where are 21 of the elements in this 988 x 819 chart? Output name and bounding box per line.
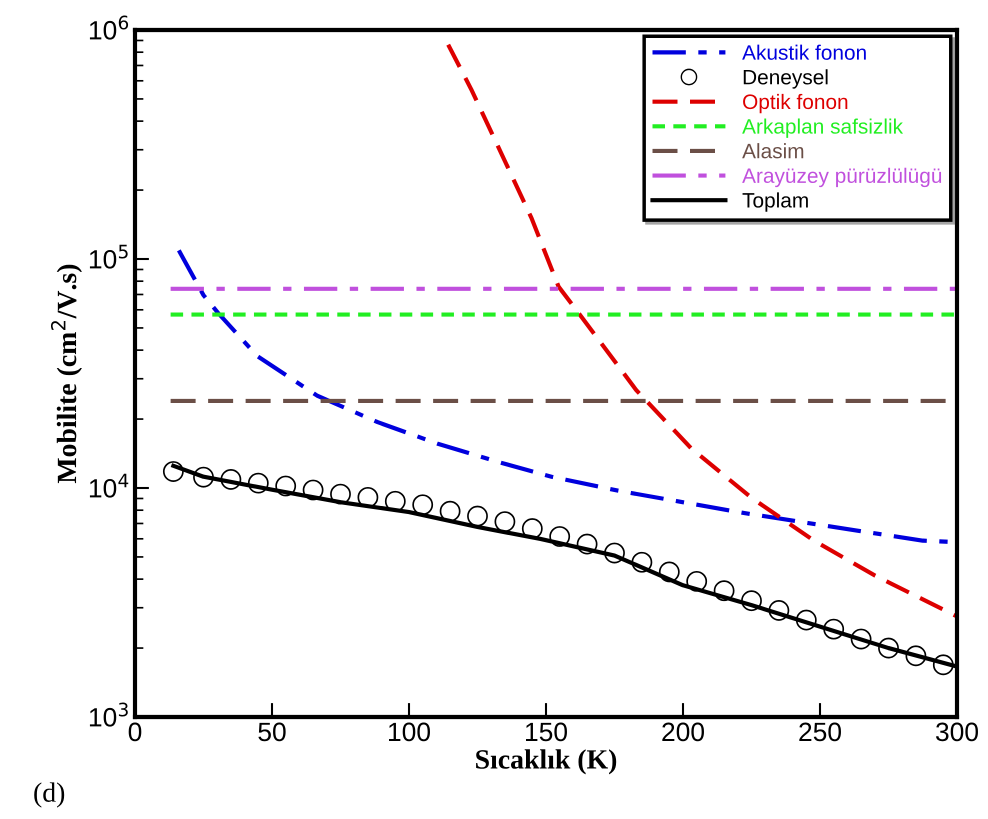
legend-label: Arkaplan safsizlik [742, 118, 904, 138]
legend-label: Optik fonon [743, 94, 848, 114]
x-tick-label: 0 [128, 722, 142, 742]
y-tick-label: 10$^{3}$ [90, 702, 128, 727]
legend-label: Alasim [742, 143, 804, 158]
y-tick-label: 10$^{6}$ [90, 16, 128, 40]
x-tick-label: 50 [258, 722, 286, 742]
legend-label: Deneysel [744, 69, 828, 89]
x-tick-label: 250 [799, 722, 841, 742]
x-tick-label: 200 [662, 722, 704, 742]
y-tick-label: 10$^{5}$ [90, 244, 128, 269]
x-tick-label: 150 [526, 722, 567, 742]
legend-label: Arayüzey pürüzlülügü [742, 168, 942, 188]
legend-label: Akustik fonon [742, 44, 866, 60]
text: (d) [34, 782, 64, 808]
x-tick-label: 100 [389, 722, 430, 742]
x-tick-label: 300 [936, 722, 978, 742]
y-axis-title: Mobilite (cm$^{2}$/V.s) [50, 264, 82, 484]
legend-label: Toplam [742, 192, 808, 212]
y-tick-label: 10$^{4}$ [90, 474, 128, 498]
x-axis-title: Sıcaklık (K) [476, 749, 616, 774]
